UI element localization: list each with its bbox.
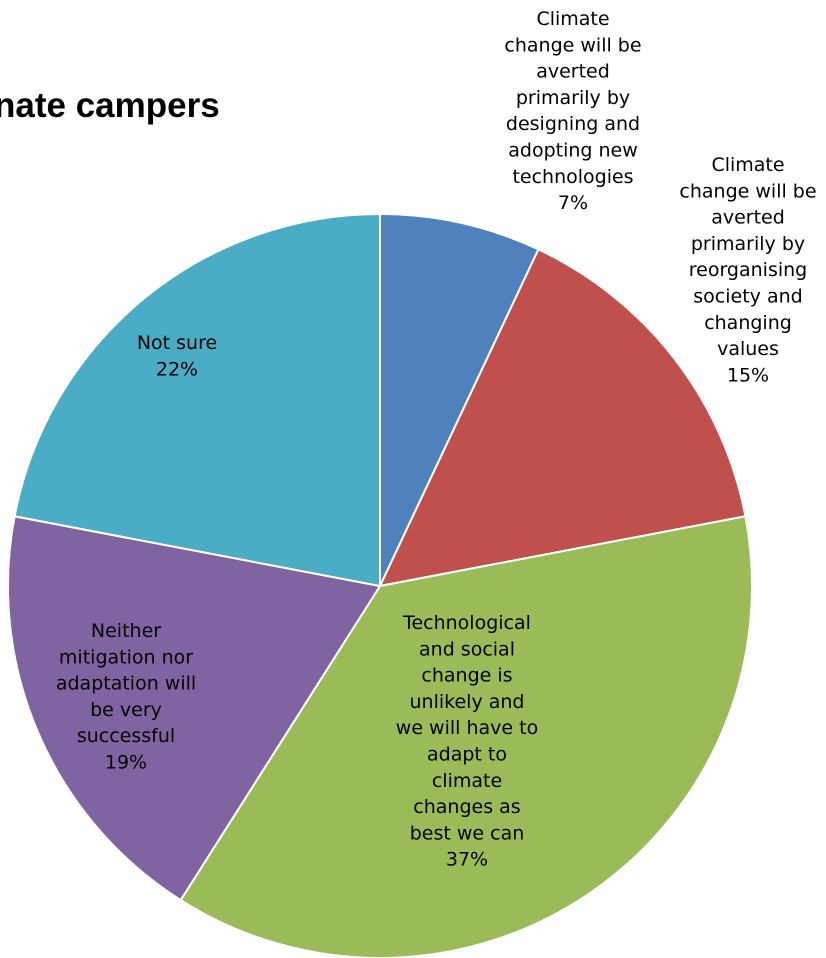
slice-label-line: mitigation nor	[59, 646, 193, 668]
pie-slices	[7, 212, 753, 958]
slice-label-5: Not sure 22%	[137, 332, 217, 380]
slice-label-line: primarily by	[691, 233, 805, 255]
slice-label-line: we will have to	[396, 717, 538, 739]
slice-label-line: be very	[90, 699, 162, 721]
slice-label-line: best we can	[410, 822, 525, 844]
slice-percent-label: 19%	[105, 752, 147, 774]
slice-label-line: Technological	[402, 612, 531, 634]
slice-label-line: successful	[77, 725, 175, 747]
chart-title: nate campers	[0, 86, 220, 125]
slice-label-line: values	[717, 338, 779, 360]
slice-percent-label: 37%	[446, 849, 488, 871]
slice-label-line: change is	[421, 665, 512, 687]
pie-slice-2	[378, 248, 747, 588]
slice-label-line: primarily by	[516, 87, 630, 109]
slice-percent-label: 7%	[558, 192, 588, 214]
slice-label-line: climate	[432, 770, 502, 792]
slice-label-line: averted	[711, 207, 785, 229]
slice-label-line: unlikely and	[410, 691, 525, 713]
slice-label-line: Climate	[711, 154, 784, 176]
slice-label-line: change will be	[679, 180, 816, 202]
slice-label-line: technologies	[512, 166, 633, 188]
slice-label-line: averted	[536, 61, 610, 83]
slice-label-line: change will be	[504, 34, 641, 56]
slice-label-line: reorganising	[689, 259, 808, 281]
slice-label-line: changing	[704, 312, 792, 334]
slice-label-line: and social	[419, 638, 515, 660]
pie-slice-1	[379, 212, 540, 587]
slice-label-4: Neither mitigation nor adaptation will be v…	[56, 620, 196, 774]
slice-label-line: designing and	[506, 113, 640, 135]
slice-label-3: Technological and social change is unlikely…	[396, 612, 538, 871]
slice-percent-label: 22%	[156, 358, 198, 380]
slice-label-line: adopting new	[508, 140, 638, 162]
slice-label-line: adapt to	[427, 744, 507, 766]
slice-label-line: society and	[693, 286, 802, 308]
slice-label-line: Climate	[536, 8, 609, 30]
pie-slice-3	[179, 515, 753, 958]
pie-slice-5	[13, 212, 381, 588]
slice-label-2: Climate change will be averted primarily by…	[679, 154, 816, 386]
pie-slice-4	[7, 515, 382, 902]
slice-label-line: Not sure	[137, 332, 217, 354]
slice-label-line: Neither	[91, 620, 161, 642]
slice-label-line: changes as	[413, 796, 520, 818]
slice-labels: Climate change will be averted primarily by…	[56, 8, 817, 871]
slice-label-1: Climate change will be averted primarily by…	[504, 8, 641, 214]
slice-label-line: adaptation will	[56, 673, 196, 695]
slice-percent-label: 15%	[727, 364, 769, 386]
